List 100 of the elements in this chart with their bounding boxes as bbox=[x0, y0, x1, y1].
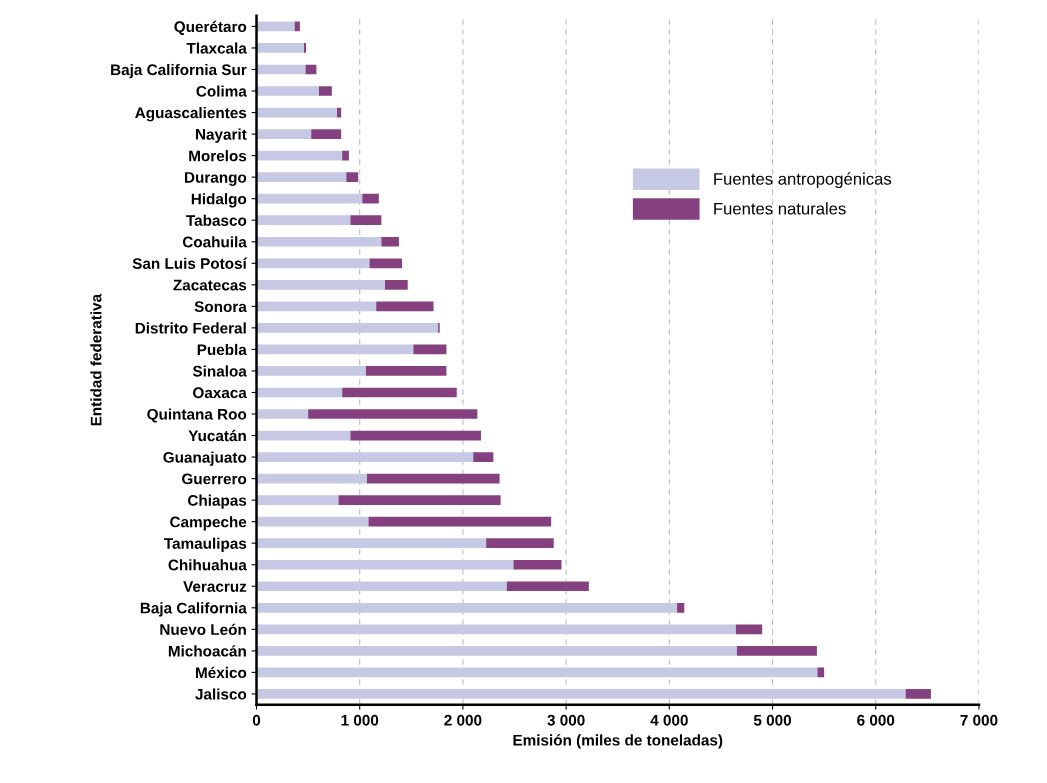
x-tick-label: 2 000 bbox=[444, 714, 482, 726]
bar bbox=[677, 602, 685, 613]
bar bbox=[346, 172, 359, 182]
bar bbox=[735, 624, 763, 635]
bar bbox=[256, 559, 514, 570]
bar bbox=[366, 473, 500, 484]
bar bbox=[294, 21, 300, 32]
x-tick-label: 7 000 bbox=[960, 714, 998, 726]
y-tick-label: Morelos bbox=[189, 150, 247, 162]
y-tick-label: Chiapas bbox=[187, 494, 247, 509]
bar bbox=[365, 366, 447, 376]
bar bbox=[256, 129, 312, 139]
bar bbox=[342, 150, 349, 161]
bar bbox=[413, 344, 447, 355]
bar bbox=[256, 172, 347, 182]
bar bbox=[256, 86, 319, 96]
bar bbox=[362, 193, 379, 204]
y-tick-label: Jalisco bbox=[195, 688, 247, 700]
y-tick-label: Baja California Sur bbox=[111, 63, 247, 79]
bar bbox=[256, 624, 736, 635]
y-tick-label: Querétaro bbox=[174, 20, 247, 35]
bar bbox=[369, 258, 403, 269]
bar bbox=[337, 107, 342, 118]
y-tick-label: Tabasco bbox=[186, 214, 247, 226]
bar bbox=[256, 581, 507, 592]
y-tick-label: México bbox=[196, 666, 247, 679]
bar bbox=[381, 236, 399, 247]
y-tick-label: Colima bbox=[196, 85, 247, 97]
bar bbox=[350, 430, 481, 441]
bar bbox=[513, 559, 562, 570]
bar bbox=[256, 193, 363, 204]
x-tick-label: 5 000 bbox=[753, 714, 792, 726]
y-tick-label: Zacatecas bbox=[173, 279, 247, 291]
legend-label: Fuentes naturales bbox=[714, 202, 846, 215]
bar bbox=[256, 689, 906, 699]
y-tick-label: Sonora bbox=[194, 301, 247, 313]
y-tick-label: Durango bbox=[185, 172, 247, 186]
y-tick-label: San Luis Potosí bbox=[132, 257, 248, 269]
bar bbox=[342, 387, 457, 398]
y-tick-label: Coahuila bbox=[182, 236, 247, 248]
y-tick-label: Sinaloa bbox=[192, 365, 247, 377]
bar bbox=[256, 236, 382, 247]
bar bbox=[350, 215, 382, 226]
y-tick-label: Yucatán bbox=[188, 429, 246, 442]
bar bbox=[256, 667, 818, 678]
y-tick-label: Veracruz bbox=[183, 581, 247, 592]
bar bbox=[368, 516, 552, 527]
y-tick-label: Distrito Federal bbox=[135, 322, 246, 334]
x-tick-label: 1 000 bbox=[341, 714, 379, 726]
bar bbox=[256, 430, 351, 441]
x-tick-label: 6 000 bbox=[857, 714, 895, 726]
bar bbox=[905, 689, 931, 699]
y-tick-label: Hidalgo bbox=[191, 193, 247, 208]
y-tick-label: Quintana Roo bbox=[147, 408, 247, 423]
y-tick-label: Nayarit bbox=[196, 128, 247, 143]
y-tick-label: Chihuahua bbox=[168, 559, 247, 571]
y-tick-label: Michoacán bbox=[168, 645, 246, 657]
bar bbox=[473, 452, 494, 462]
bar bbox=[256, 43, 304, 53]
bar bbox=[256, 215, 351, 226]
bar bbox=[338, 495, 501, 505]
x-axis-title: Emisión (miles de toneladas) bbox=[513, 734, 723, 749]
bar bbox=[736, 646, 817, 656]
y-tick-label: Guanajuato bbox=[163, 451, 247, 466]
y-tick-label: Oaxaca bbox=[193, 387, 247, 399]
bar bbox=[817, 667, 825, 678]
bar bbox=[311, 129, 342, 139]
bar bbox=[256, 602, 678, 613]
y-axis-title: Entidad federativa bbox=[90, 293, 102, 426]
bar bbox=[256, 107, 338, 118]
y-tick-label: Puebla bbox=[197, 343, 247, 356]
y-tick-label: Tlaxcala bbox=[186, 42, 247, 54]
bar bbox=[256, 150, 343, 161]
y-tick-label: Guerrero bbox=[182, 473, 247, 485]
bar bbox=[256, 21, 295, 32]
bar bbox=[256, 279, 385, 290]
bar bbox=[256, 452, 474, 462]
y-tick-label: Tamaulipas bbox=[164, 537, 247, 552]
bar bbox=[256, 344, 414, 355]
bar bbox=[303, 43, 307, 53]
bar bbox=[256, 409, 309, 419]
x-tick-label: 3 000 bbox=[547, 714, 585, 726]
y-tick-label: Baja California bbox=[140, 602, 247, 617]
bar bbox=[256, 366, 366, 376]
legend-label: Fuentes antropogénicas bbox=[714, 172, 892, 189]
bar bbox=[256, 646, 737, 656]
bar bbox=[256, 387, 343, 398]
y-tick-label: Aguascalientes bbox=[135, 107, 247, 122]
x-tick-label: 4 000 bbox=[650, 714, 688, 726]
bar bbox=[256, 258, 370, 269]
bar bbox=[256, 301, 377, 312]
bar bbox=[486, 538, 554, 549]
bar bbox=[256, 516, 369, 527]
bar bbox=[376, 301, 434, 312]
bar bbox=[318, 86, 332, 96]
bar bbox=[256, 64, 306, 75]
y-tick-label: Nuevo León bbox=[160, 623, 246, 636]
bar bbox=[256, 323, 439, 333]
bar bbox=[256, 473, 367, 484]
x-tick-label: 0 bbox=[252, 714, 261, 726]
